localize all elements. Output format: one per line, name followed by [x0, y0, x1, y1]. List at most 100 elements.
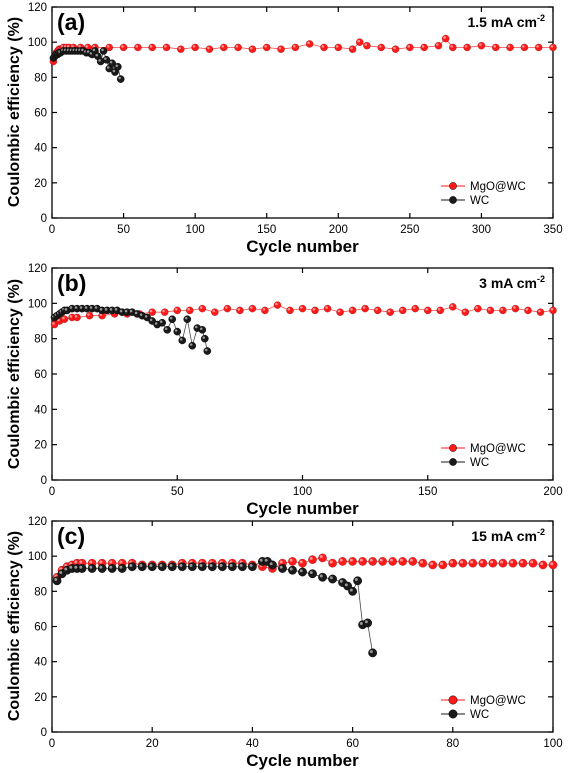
data-point-highlight: [192, 45, 196, 48]
data-point: [97, 564, 107, 573]
data-point: [116, 75, 125, 83]
data-point: [210, 308, 219, 317]
data-point: [85, 311, 94, 320]
data-point-highlight: [299, 569, 303, 573]
data-point-highlight: [488, 308, 491, 311]
data-point-highlight: [134, 311, 138, 315]
y-tick-label: 100: [28, 551, 47, 563]
data-point: [52, 576, 62, 586]
data-point-highlight: [119, 565, 123, 569]
data-point: [200, 334, 209, 343]
data-point-highlight: [184, 316, 188, 320]
data-point: [463, 43, 471, 52]
data-point-highlight: [235, 45, 239, 48]
data-point-highlight: [87, 313, 90, 316]
data-point: [348, 586, 358, 596]
data-point-highlight: [199, 563, 203, 567]
series-wc: [52, 556, 378, 658]
data-point-highlight: [99, 308, 103, 311]
legend-marker: [449, 182, 457, 190]
data-point: [448, 558, 458, 568]
panel-label: (c): [57, 523, 85, 549]
data-point-highlight: [212, 309, 216, 313]
data-point-highlight: [144, 315, 148, 318]
data-point-highlight: [99, 565, 103, 569]
x-axis-label: Cycle number: [246, 237, 359, 256]
data-point: [298, 558, 307, 568]
data-point: [207, 562, 217, 572]
data-point: [119, 43, 128, 52]
data-point-highlight: [379, 558, 383, 562]
data-point-highlight: [369, 558, 373, 562]
data-point: [461, 308, 470, 317]
current-density-exponent: -2: [537, 527, 545, 537]
data-point-highlight: [229, 563, 233, 567]
series-wc: [50, 304, 212, 355]
data-point: [173, 327, 182, 336]
data-point: [298, 304, 307, 313]
data-point: [506, 43, 514, 52]
data-point-highlight: [109, 308, 113, 311]
data-point-highlight: [329, 576, 333, 580]
data-point-highlight: [300, 306, 303, 309]
x-tick-label: 150: [257, 224, 276, 236]
data-point: [488, 558, 498, 568]
data-point-highlight: [109, 565, 113, 569]
data-point-highlight: [204, 348, 208, 352]
data-point: [434, 41, 443, 50]
data-point-highlight: [86, 50, 90, 53]
data-point-highlight: [470, 560, 474, 564]
data-point-highlight: [339, 558, 343, 562]
data-point-highlight: [64, 567, 68, 571]
data-point-highlight: [99, 560, 103, 564]
data-point: [486, 306, 495, 315]
data-point: [373, 306, 382, 315]
data-point: [348, 306, 357, 315]
data-point: [511, 304, 520, 313]
data-point-highlight: [369, 650, 373, 654]
data-point: [448, 303, 457, 311]
data-point: [160, 308, 169, 317]
data-point: [524, 306, 532, 315]
data-point-highlight: [362, 306, 366, 309]
data-point: [549, 43, 557, 52]
data-point: [148, 43, 157, 52]
data-point: [219, 43, 228, 52]
data-point-highlight: [389, 558, 393, 562]
data-point: [458, 558, 468, 568]
data-point: [508, 558, 518, 568]
legend-marker: [449, 196, 457, 204]
data-point-highlight: [259, 558, 263, 562]
x-tick-label: 80: [446, 738, 459, 750]
data-point: [191, 43, 199, 52]
data-point-highlight: [421, 45, 425, 48]
data-point: [491, 43, 500, 52]
data-point: [197, 562, 207, 572]
data-point-highlight: [92, 45, 96, 48]
data-point-highlight: [119, 560, 123, 564]
data-point: [406, 43, 414, 52]
data-point: [234, 43, 242, 52]
data-point-highlight: [237, 308, 241, 311]
data-point: [377, 43, 386, 52]
data-point-highlight: [187, 308, 190, 311]
y-axis-label: Coulombic efficiency (%): [6, 279, 23, 469]
data-point: [113, 62, 122, 71]
data-point-highlight: [359, 622, 363, 625]
y-tick-label: 20: [34, 692, 47, 704]
data-point-highlight: [219, 563, 223, 567]
current-density-exponent: -2: [537, 274, 545, 284]
data-point-highlight: [299, 560, 303, 564]
series-mgo-wc: [52, 553, 558, 582]
data-point-highlight: [101, 48, 104, 52]
data-point: [137, 562, 147, 572]
x-tick-label: 150: [418, 486, 437, 498]
data-point-highlight: [89, 565, 93, 569]
data-point: [185, 306, 194, 315]
data-point-highlight: [538, 309, 541, 313]
current-density-text: 15 mA cm: [471, 528, 537, 544]
data-point: [236, 306, 244, 315]
data-point-highlight: [174, 308, 178, 311]
data-point-highlight: [174, 329, 178, 332]
y-tick-label: 0: [41, 727, 47, 739]
